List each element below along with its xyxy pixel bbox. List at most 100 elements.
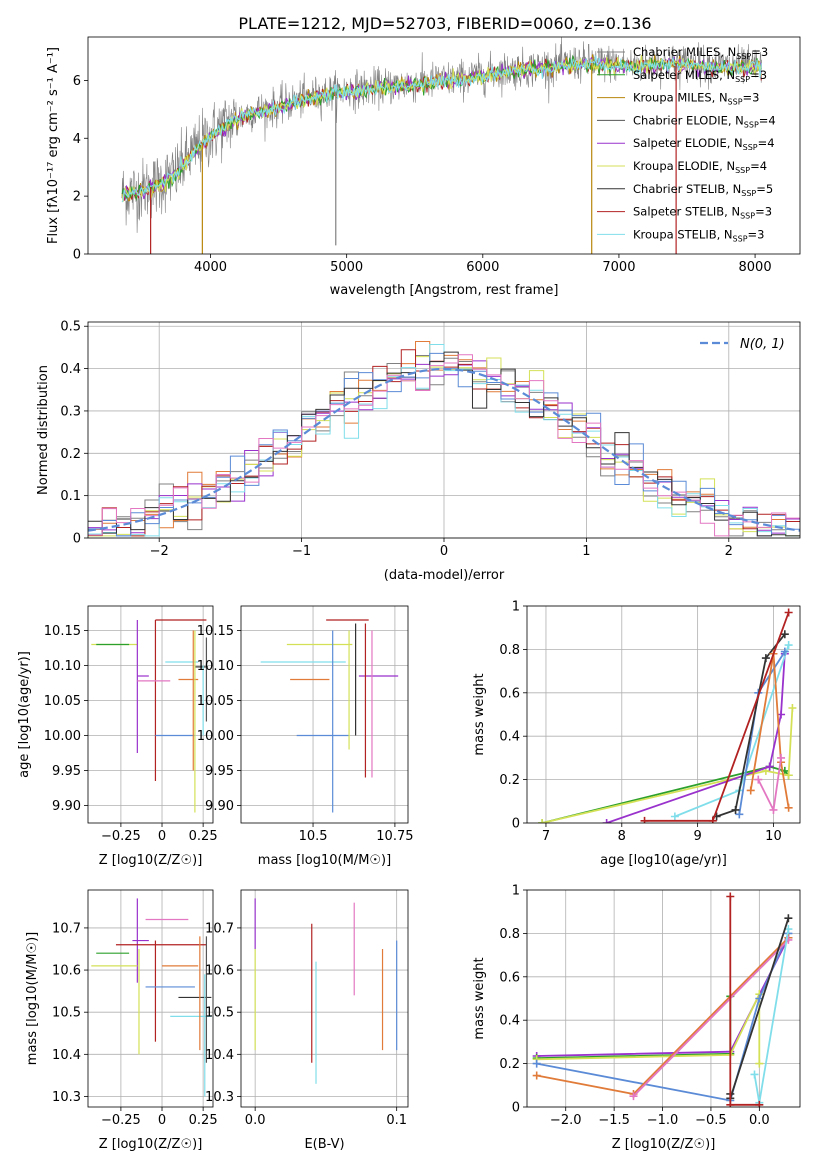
- x-tick-label: 0.0: [749, 1113, 770, 1128]
- axes-mass_vs_Z: −0.25 0 0.25 10.3 10.4 10.5 10.6 10.7 Z [log10(Z…: [25, 889, 218, 1152]
- x-tick-label: −1: [292, 544, 311, 559]
- axes-frame: [87, 605, 214, 824]
- y-tick-label: 10.3: [52, 1090, 81, 1105]
- x-tick-label: 5000: [330, 260, 363, 275]
- legend-sub: SSP: [743, 143, 758, 152]
- y-tick-label: 10.15: [197, 624, 234, 639]
- legend-entry: Kroupa ELODIE, NSSP=4: [633, 159, 767, 175]
- y-tick-label: 10.4: [52, 1048, 81, 1063]
- y-tick-label: 0.1: [60, 489, 81, 504]
- x-tick-label: −2: [150, 544, 169, 559]
- axes-frame: [526, 889, 801, 1108]
- weight-marker: [755, 1100, 764, 1107]
- y-tick-label: 10.6: [52, 964, 81, 979]
- y-tick-label: 0.4: [499, 730, 520, 745]
- plot-area-weight_vs_age: [538, 608, 797, 823]
- histogram-step: [88, 351, 800, 537]
- legend-sup: =3: [755, 205, 772, 219]
- axes-frame: [240, 605, 409, 824]
- x-tick-label: −1.0: [647, 1113, 679, 1128]
- y-tick-label: 9.95: [52, 764, 81, 779]
- x-tick-label: 7000: [602, 260, 635, 275]
- y-axis-label: Normed distribution: [36, 365, 51, 495]
- y-tick-label: 10.5: [52, 1006, 81, 1021]
- x-tick-label: −0.25: [101, 829, 141, 844]
- weight-marker: [761, 654, 770, 663]
- legend-sup: =3: [750, 68, 767, 82]
- weight-marker: [726, 892, 735, 901]
- x-tick-label: −0.5: [695, 1113, 727, 1128]
- plot-area-mass_vs_Z: [91, 898, 212, 1097]
- histogram-step: [88, 360, 800, 537]
- x-tick-label: 8: [618, 829, 626, 844]
- legend-sup: =4: [758, 136, 775, 150]
- y-tick-label: 4: [73, 132, 81, 147]
- y-tick-label: 10.5: [205, 1006, 234, 1021]
- weight-line: [541, 765, 790, 823]
- weight-marker: [602, 819, 611, 823]
- y-tick-label: 2: [73, 190, 81, 205]
- weight-marker: [780, 630, 789, 639]
- x-axis-label: Z [log10(Z/Z☉)]: [99, 1137, 203, 1152]
- y-tick-label: 10.05: [44, 694, 81, 709]
- axes-age_vs_Z: −0.25 0 0.25 9.90 9.95 10.00 10.05 10.10 10.15 Z …: [17, 605, 218, 868]
- weight-marker: [532, 1071, 541, 1080]
- legend-sup: =4: [759, 113, 776, 127]
- legend-entry: Salpeter STELIB, NSSP=3: [633, 205, 772, 221]
- plot-area-residuals: [88, 340, 800, 537]
- legend-entry: Chabrier MILES, NSSP=3: [633, 45, 768, 61]
- y-tick-label: 9.90: [52, 799, 81, 814]
- weight-marker: [784, 641, 793, 650]
- weight-line: [541, 707, 794, 823]
- y-tick-label: 0.8: [499, 643, 520, 658]
- x-tick-label: 9: [693, 829, 701, 844]
- y-tick-label: 9.95: [205, 764, 234, 779]
- weight-line: [644, 612, 790, 822]
- axes-age_vs_mass: 10.5 10.75 9.90 9.95 10.00 10.05 10.10 10.15 mas…: [197, 605, 414, 868]
- x-axis-label: Z [log10(Z/Z☉)]: [99, 853, 203, 868]
- legend-sub: SSP: [736, 52, 751, 61]
- legend-sub: SSP: [728, 98, 743, 107]
- x-tick-label: 7: [542, 829, 550, 844]
- weight-line: [716, 633, 786, 818]
- y-tick-label: 9.90: [205, 799, 234, 814]
- weight-marker: [769, 805, 778, 814]
- legend-sup: =4: [750, 159, 767, 173]
- y-tick-label: 0.2: [499, 1057, 520, 1072]
- axes-frame: [526, 605, 801, 824]
- axes-frame: [240, 889, 409, 1108]
- weight-marker: [735, 810, 744, 819]
- y-tick-label: 0: [73, 532, 81, 547]
- weight-line: [632, 939, 790, 1097]
- axes-weight_vs_Z: −2.0 −1.5 −1.0 −0.5 0.0 0 0.2 0.4 0.6 0.8 1 Z [log1…: [472, 884, 801, 1152]
- y-tick-label: 0: [512, 817, 520, 832]
- y-tick-label: 10.3: [205, 1090, 234, 1105]
- legend-entry: Salpeter MILES, NSSP=3: [633, 68, 767, 84]
- legend-sup: =3: [751, 45, 768, 59]
- axes-spectrum: 4000 5000 6000 7000 8000 0 2 4 6 wavelength [Angs…: [46, 36, 801, 298]
- axes-frame: [87, 36, 801, 255]
- axes-residuals: −2 −1 0 1 2 0 0.1 0.2 0.3 0.4 0.5 (data-model)/erro…: [36, 320, 801, 583]
- plot-area-age_vs_mass: [260, 619, 399, 813]
- y-tick-label: 10.10: [197, 659, 234, 674]
- x-tick-label: 8000: [739, 260, 772, 275]
- y-tick-label: 0.2: [499, 773, 520, 788]
- y-tick-label: 10.7: [52, 921, 81, 936]
- x-axis-label: Z [log10(Z/Z☉)]: [612, 1137, 716, 1152]
- legend-sub: SSP: [733, 234, 748, 243]
- weight-marker: [784, 771, 793, 780]
- legend-sub: SSP: [735, 166, 750, 175]
- y-tick-label: 0.5: [60, 320, 81, 335]
- plot-area-age_vs_Z: [91, 619, 209, 813]
- y-axis-label: mass [log10(M/M☉)]: [25, 932, 40, 1065]
- spectrum-model-line: [121, 55, 762, 203]
- weight-marker: [708, 816, 717, 823]
- y-tick-label: 10.00: [44, 729, 81, 744]
- weight-marker: [532, 1059, 541, 1068]
- y-tick-label: 6: [73, 74, 81, 89]
- weight-line: [536, 993, 761, 1064]
- y-tick-label: 10.05: [197, 694, 234, 709]
- weight-marker: [538, 819, 547, 823]
- y-tick-label: 10.6: [205, 964, 234, 979]
